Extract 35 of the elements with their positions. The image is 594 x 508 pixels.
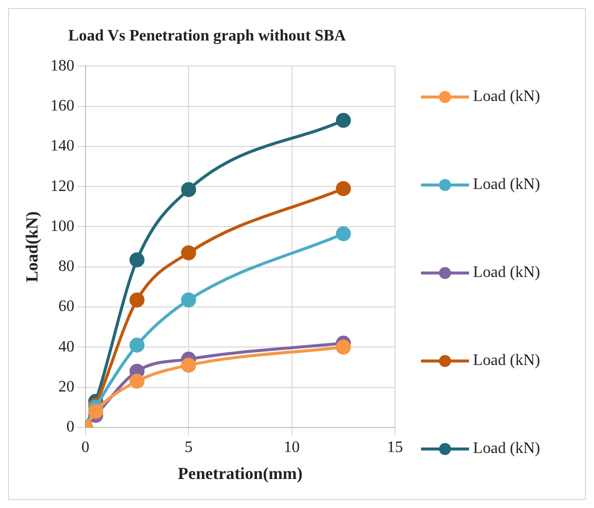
point — [130, 374, 144, 389]
x-tick-label: 15 — [387, 439, 403, 456]
y-axis-title: Load(kN) — [22, 211, 42, 282]
y-tick-label: 60 — [58, 298, 74, 316]
point — [181, 358, 196, 373]
x-tick-label: 10 — [284, 439, 300, 456]
y-tick-label: 0 — [66, 418, 74, 436]
x-tick-label: 0 — [81, 439, 90, 456]
legend-label: Load (kN) — [473, 88, 540, 106]
y-tick-label: 140 — [50, 138, 74, 155]
y-tick-label: 120 — [50, 178, 74, 195]
x-tick-label: 5 — [184, 439, 193, 456]
y-tick-label: 20 — [58, 378, 74, 396]
point — [336, 340, 351, 355]
point — [130, 252, 144, 268]
point — [336, 181, 351, 196]
point — [336, 112, 351, 128]
point — [181, 292, 196, 308]
x-axis-title: Penetration(mm) — [178, 464, 303, 484]
legend-label: Load (kN) — [473, 352, 540, 370]
point — [130, 292, 144, 308]
legend-label: Load (kN) — [473, 264, 540, 282]
legend-label: Load (kN) — [473, 176, 540, 194]
point — [181, 182, 196, 198]
point — [336, 226, 351, 242]
y-tick-label: 160 — [50, 98, 74, 115]
chart-title: Load Vs Penetration graph without SBA — [68, 28, 346, 45]
y-tick-label: 40 — [58, 338, 74, 356]
y-tick-label: 80 — [58, 258, 74, 276]
legend-label: Load (kN) — [473, 440, 540, 458]
point — [130, 338, 144, 353]
y-tick-label: 100 — [50, 218, 74, 235]
point — [88, 404, 104, 419]
y-tick-label: 180 — [50, 57, 74, 74]
point — [181, 245, 196, 260]
